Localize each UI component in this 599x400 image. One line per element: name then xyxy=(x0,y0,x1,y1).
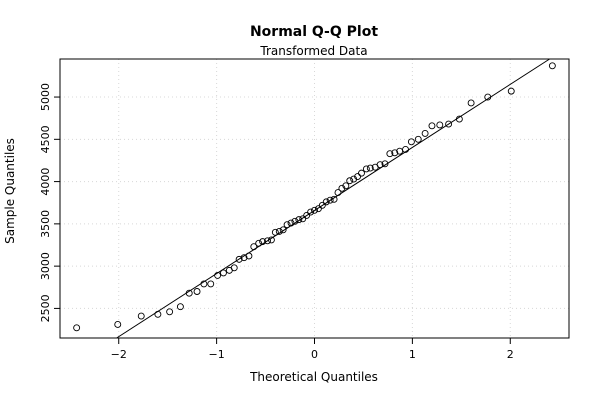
data-point xyxy=(271,228,279,236)
data-point xyxy=(245,252,253,260)
data-point xyxy=(137,312,145,320)
data-points xyxy=(73,62,556,332)
data-point xyxy=(354,173,362,180)
data-point xyxy=(391,149,399,157)
data-point xyxy=(358,169,365,177)
data-point xyxy=(259,238,267,246)
y-tick-label: 4500 xyxy=(39,125,52,153)
data-point xyxy=(230,264,238,272)
data-point xyxy=(295,216,303,224)
grid-lines xyxy=(60,59,569,338)
y-tick-label: 3500 xyxy=(39,210,52,238)
data-point xyxy=(436,121,444,129)
data-point xyxy=(166,308,174,316)
x-tick-label: −1 xyxy=(209,348,225,361)
data-point xyxy=(342,182,350,190)
chart-subtitle: Transformed Data xyxy=(259,44,367,58)
data-point xyxy=(330,195,338,203)
data-point xyxy=(414,135,422,143)
data-point xyxy=(207,280,215,288)
data-point xyxy=(402,146,409,153)
y-axis-label: Sample Quantiles xyxy=(3,138,17,244)
data-point xyxy=(193,288,201,295)
chart-title: Normal Q-Q Plot xyxy=(250,24,378,40)
data-point xyxy=(366,164,374,172)
data-point xyxy=(507,87,515,95)
data-point xyxy=(235,255,243,263)
data-point xyxy=(185,289,193,297)
data-point xyxy=(200,280,208,288)
data-point xyxy=(264,237,271,245)
data-point xyxy=(386,150,394,158)
data-point xyxy=(362,165,370,173)
x-tick-label: 2 xyxy=(507,348,514,361)
data-point xyxy=(214,271,222,279)
data-point xyxy=(318,201,326,209)
data-point xyxy=(326,196,334,204)
plot-frame xyxy=(59,58,570,339)
y-tick-label: 3000 xyxy=(39,252,52,280)
data-point xyxy=(376,161,384,169)
data-point xyxy=(255,239,263,247)
data-point xyxy=(176,303,184,311)
y-tick-label: 2500 xyxy=(39,294,52,322)
data-point xyxy=(73,324,81,332)
data-point xyxy=(250,243,258,251)
data-point xyxy=(484,93,492,101)
data-point xyxy=(421,129,429,137)
data-point xyxy=(275,228,283,235)
data-point xyxy=(287,219,295,227)
data-point xyxy=(220,269,227,277)
x-tick-label: −2 xyxy=(111,348,127,361)
data-point xyxy=(154,310,162,318)
data-point xyxy=(334,189,342,197)
data-point xyxy=(291,217,299,225)
data-point xyxy=(381,160,389,168)
data-point xyxy=(283,221,291,229)
data-point xyxy=(548,62,556,70)
x-tick-label: 0 xyxy=(311,348,318,361)
data-point xyxy=(445,120,453,128)
data-point xyxy=(240,254,248,262)
data-point xyxy=(279,226,287,234)
data-point xyxy=(307,208,315,216)
data-point xyxy=(314,205,322,213)
x-tick-label: 1 xyxy=(409,348,416,361)
y-tick-label: 5000 xyxy=(39,83,52,111)
data-point xyxy=(311,206,318,214)
x-axis-label: Theoretical Quantiles xyxy=(249,370,378,384)
data-point xyxy=(407,138,415,146)
x-axis: −2 −1 0 1 2 xyxy=(111,338,514,361)
data-point xyxy=(303,211,311,219)
data-point xyxy=(267,236,275,244)
y-axis: 2500 3000 3500 4000 4500 5000 xyxy=(39,83,60,322)
data-point xyxy=(299,215,307,223)
data-point xyxy=(455,115,463,123)
data-point xyxy=(467,99,475,107)
data-point xyxy=(346,177,354,185)
data-point xyxy=(428,122,436,130)
data-point xyxy=(322,198,330,206)
y-tick-label: 4000 xyxy=(39,168,52,196)
data-point xyxy=(114,321,122,328)
